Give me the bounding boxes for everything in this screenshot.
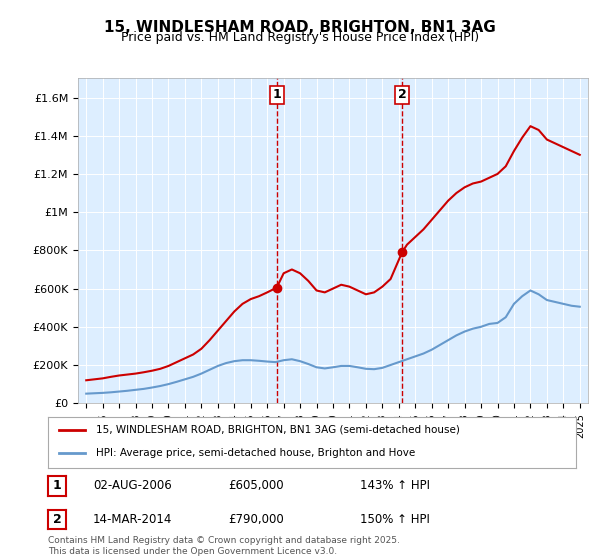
Text: Price paid vs. HM Land Registry's House Price Index (HPI): Price paid vs. HM Land Registry's House …	[121, 31, 479, 44]
Text: 2: 2	[53, 513, 61, 526]
Text: 150% ↑ HPI: 150% ↑ HPI	[360, 512, 430, 526]
Text: 02-AUG-2006: 02-AUG-2006	[93, 479, 172, 492]
Text: 1: 1	[272, 88, 281, 101]
Text: 143% ↑ HPI: 143% ↑ HPI	[360, 479, 430, 492]
Text: Contains HM Land Registry data © Crown copyright and database right 2025.
This d: Contains HM Land Registry data © Crown c…	[48, 536, 400, 556]
Text: £605,000: £605,000	[228, 479, 284, 492]
Text: 14-MAR-2014: 14-MAR-2014	[93, 512, 172, 526]
Text: 15, WINDLESHAM ROAD, BRIGHTON, BN1 3AG (semi-detached house): 15, WINDLESHAM ROAD, BRIGHTON, BN1 3AG (…	[95, 425, 460, 435]
Text: HPI: Average price, semi-detached house, Brighton and Hove: HPI: Average price, semi-detached house,…	[95, 449, 415, 459]
Text: 2: 2	[398, 88, 406, 101]
Text: £790,000: £790,000	[228, 512, 284, 526]
Text: 1: 1	[53, 479, 61, 492]
Text: 15, WINDLESHAM ROAD, BRIGHTON, BN1 3AG: 15, WINDLESHAM ROAD, BRIGHTON, BN1 3AG	[104, 20, 496, 35]
